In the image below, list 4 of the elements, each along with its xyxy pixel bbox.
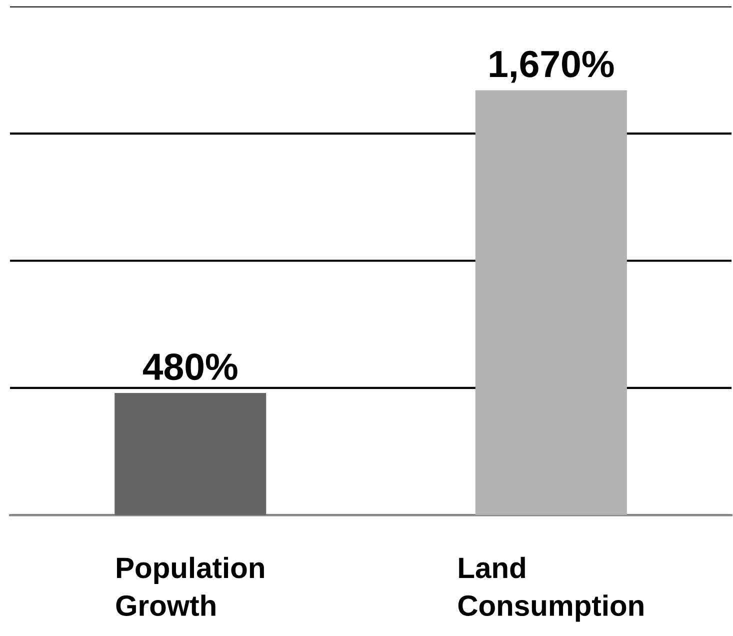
x-tick-label: Population Growth: [116, 556, 264, 616]
x-tick-label: Land Consumption: [458, 556, 644, 622]
data-label: 1,670%: [490, 50, 614, 83]
data-label: 480%: [143, 354, 238, 380]
